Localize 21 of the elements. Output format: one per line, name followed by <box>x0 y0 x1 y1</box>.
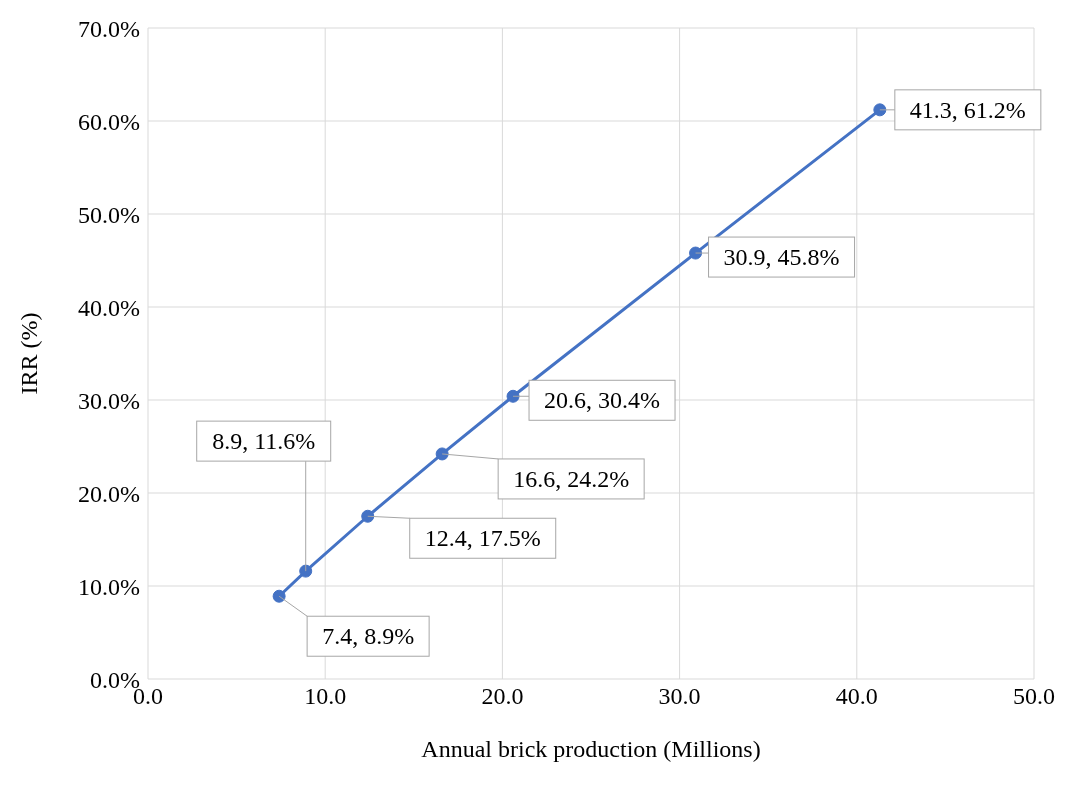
y-tick-label: 20.0% <box>78 480 140 507</box>
x-tick-label: 50.0 <box>1013 683 1055 710</box>
y-tick-label: 50.0% <box>78 201 140 228</box>
x-tick-label: 20.0 <box>481 683 524 710</box>
x-axis-title: Annual brick production (Millions) <box>421 736 761 762</box>
y-tick-label: 70.0% <box>78 15 140 42</box>
y-tick-label: 60.0% <box>78 108 140 135</box>
x-tick-label: 10.0 <box>304 683 347 710</box>
data-label: 20.6, 30.4% <box>544 387 661 414</box>
x-tick-label: 40.0 <box>835 683 878 710</box>
data-label: 41.3, 61.2% <box>909 96 1026 123</box>
data-label: 16.6, 24.2% <box>513 465 630 492</box>
data-label: 8.9, 11.6% <box>212 428 316 455</box>
data-label: 7.4, 8.9% <box>322 623 415 650</box>
y-tick-label: 30.0% <box>78 387 140 414</box>
y-axis-title: IRR (%) <box>15 312 42 395</box>
y-tick-label: 40.0% <box>78 294 140 321</box>
data-label: 12.4, 17.5% <box>424 525 541 552</box>
y-tick-label: 10.0% <box>78 573 140 600</box>
data-label: 30.9, 45.8% <box>723 244 840 271</box>
x-tick-label: 30.0 <box>658 683 701 710</box>
